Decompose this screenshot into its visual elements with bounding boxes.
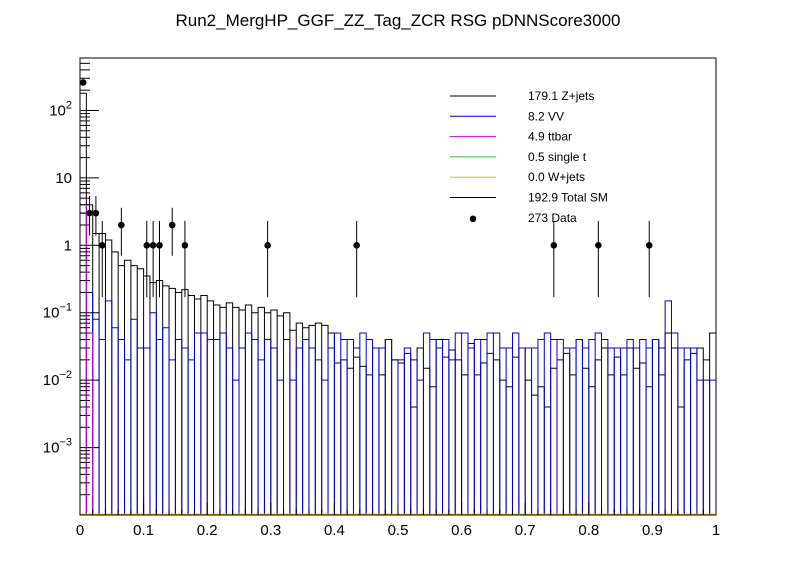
x-tick-label: 0.7 bbox=[515, 522, 536, 539]
legend-label: 0.5 single t bbox=[528, 150, 587, 164]
legend-label: 0.0 W+jets bbox=[528, 170, 585, 184]
data-points-layer bbox=[79, 79, 653, 298]
chart-title: Run2_MergHP_GGF_ZZ_Tag_ZCR RSG pDNNScore… bbox=[175, 11, 620, 30]
y-tick-label: 10−3 bbox=[43, 437, 72, 457]
x-tick-label: 0.2 bbox=[197, 522, 218, 539]
legend: 179.1 Z+jets 8.2 VV 4.9 ttbar 0.5 single t 0… bbox=[450, 89, 608, 225]
legend-label: 4.9 ttbar bbox=[528, 130, 572, 144]
y-tick-label: 102 bbox=[49, 99, 72, 119]
x-tick-label: 0 bbox=[76, 522, 84, 539]
x-tick-label: 1 bbox=[712, 522, 720, 539]
data-point bbox=[645, 242, 653, 249]
data-point bbox=[156, 242, 163, 249]
legend-label: 192.9 Total SM bbox=[528, 191, 608, 205]
legend-label: 273 Data bbox=[528, 211, 577, 225]
data-point bbox=[550, 242, 558, 249]
x-tick-label: 0.1 bbox=[133, 522, 154, 539]
y-tick-label: 1 bbox=[64, 237, 72, 254]
x-tick-label: 0.9 bbox=[642, 522, 663, 539]
legend-label: 8.2 VV bbox=[528, 109, 564, 123]
data-point bbox=[168, 221, 176, 229]
data-point bbox=[98, 242, 106, 249]
legend-label: 179.1 Z+jets bbox=[528, 89, 594, 103]
data-point bbox=[143, 242, 151, 249]
x-tick-label: 0.5 bbox=[388, 522, 409, 539]
data-point bbox=[118, 221, 125, 229]
data-point bbox=[79, 79, 87, 86]
x-tick-label: 0.4 bbox=[324, 522, 345, 539]
x-tick-label: 0.3 bbox=[260, 522, 281, 539]
x-tick-label: 0.8 bbox=[578, 522, 599, 539]
legend-marker bbox=[469, 215, 477, 223]
data-point bbox=[181, 242, 189, 249]
data-point bbox=[264, 242, 271, 249]
data-point bbox=[149, 242, 157, 249]
data-point bbox=[595, 242, 602, 249]
data-point bbox=[92, 209, 100, 217]
y-tick-label: 10−1 bbox=[43, 302, 72, 322]
data-point bbox=[353, 242, 360, 249]
histogram-series-vv bbox=[79, 212, 717, 515]
x-tick-label: 0.6 bbox=[451, 522, 472, 539]
axes-layer: 0 0.1 0.2 0.3 0.4 0.5 0.6 0.7 0.8 0.9 1 10−3 10−2 10−… bbox=[43, 57, 720, 539]
y-tick-label: 10 bbox=[55, 170, 72, 187]
y-tick-label: 10−2 bbox=[43, 369, 72, 389]
